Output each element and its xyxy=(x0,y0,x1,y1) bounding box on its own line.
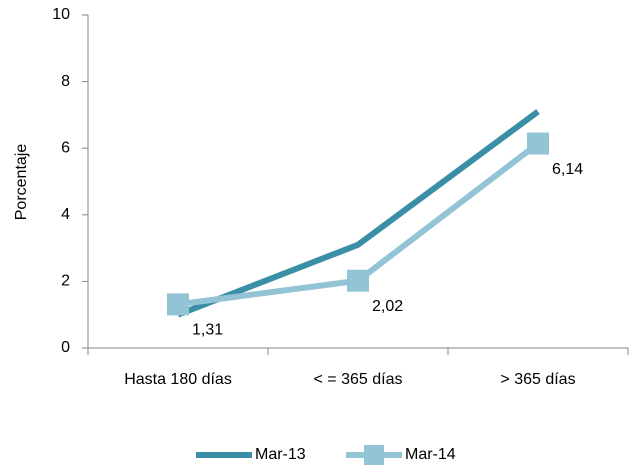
marker xyxy=(527,132,549,155)
legend-label: Mar-13 xyxy=(255,446,306,463)
legend-label: Mar-14 xyxy=(405,446,456,463)
y-tick-label: 8 xyxy=(61,73,70,90)
series-line xyxy=(176,109,540,318)
marker xyxy=(167,293,189,316)
y-tick-label: 0 xyxy=(61,339,70,356)
y-tick-label: 6 xyxy=(61,139,70,156)
x-tick-label: > 365 días xyxy=(500,371,575,388)
y-tick-label: 4 xyxy=(61,206,70,223)
x-tick-label: Hasta 180 días xyxy=(124,371,232,388)
marker xyxy=(347,269,369,292)
y-tick-label: 2 xyxy=(61,273,70,290)
data-label: 1,31 xyxy=(192,322,223,339)
data-label: 6,14 xyxy=(552,161,583,178)
y-tick-label: 10 xyxy=(52,6,70,23)
x-tick-label: < = 365 días xyxy=(314,371,403,388)
data-label: 2,02 xyxy=(372,298,403,315)
y-axis-label: Porcentaje xyxy=(13,144,30,221)
legend-marker xyxy=(364,445,384,465)
